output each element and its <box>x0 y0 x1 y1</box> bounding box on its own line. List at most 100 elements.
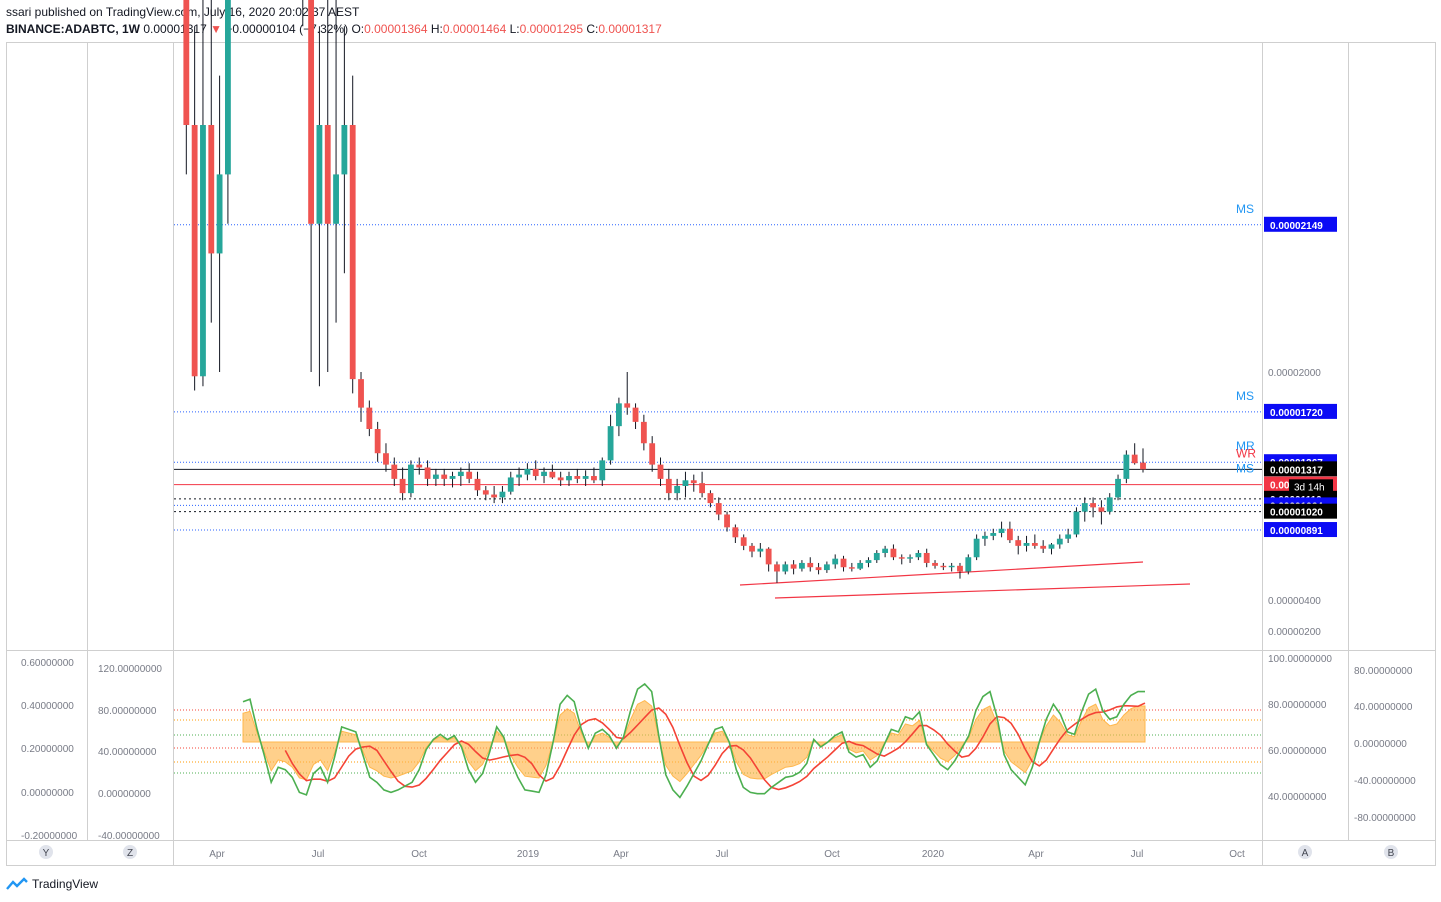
z-scale-button[interactable]: Z <box>123 845 137 859</box>
candle-body <box>948 565 955 568</box>
candle-body <box>383 453 389 465</box>
candle-body <box>615 403 622 427</box>
level-tag: MS <box>1236 202 1254 216</box>
candle-body <box>815 567 822 571</box>
candle-body <box>408 464 414 494</box>
candle-body <box>208 125 215 254</box>
candle-body <box>507 477 514 492</box>
candle-body <box>432 474 439 479</box>
price-axis: 0.000045000.000040000.000036000.00003200… <box>1268 368 1321 638</box>
candle-body <box>957 565 963 572</box>
candle-body <box>591 476 597 481</box>
candle-body <box>715 503 722 515</box>
svg-text:B: B <box>1388 848 1395 859</box>
candle-body <box>965 557 972 572</box>
candle-body <box>915 552 922 558</box>
svg-text:Y: Y <box>43 848 50 859</box>
candle-body <box>749 545 755 552</box>
candle-body <box>1073 511 1080 535</box>
candle-body <box>998 528 1005 534</box>
oscillator-axes: 0.60000000 0.40000000 0.20000000 0.00000000… <box>21 654 1416 842</box>
candle-body <box>807 562 814 568</box>
candle-body <box>1023 543 1030 546</box>
svg-text:Z: Z <box>127 848 133 859</box>
candle-body <box>308 0 315 224</box>
candle-body <box>732 527 739 538</box>
osc-right-outer-tick: -80.00000000 <box>1354 813 1416 824</box>
osc-left-inner-tick: -40.00000000 <box>98 831 160 842</box>
close-label: C: <box>586 22 599 36</box>
time-tick-label: Jul <box>1131 849 1144 860</box>
y-scale-button[interactable]: Y <box>39 845 53 859</box>
level-tag: WR <box>1236 446 1256 460</box>
low-label: L: <box>509 22 520 36</box>
osc-right-outer-tick: 0.00000000 <box>1354 739 1407 750</box>
candle-body <box>574 476 581 479</box>
candle-body <box>557 477 564 481</box>
level-label-bg <box>1264 503 1337 519</box>
level-label: 0.00001317 <box>1270 465 1323 476</box>
candle-body <box>690 480 697 484</box>
candle-body <box>1131 454 1138 464</box>
candle-body <box>482 490 489 495</box>
candle-body <box>982 535 988 539</box>
candle-body <box>848 567 855 569</box>
candle-body <box>549 471 556 478</box>
candle-body <box>707 493 714 504</box>
time-tick-label: Jul <box>312 849 325 860</box>
candle-body <box>316 125 323 224</box>
candle-body <box>441 474 448 479</box>
footer-brand-label: TradingView <box>32 877 99 891</box>
footer-branding[interactable]: TradingView <box>6 874 98 894</box>
b-scale-button[interactable]: B <box>1384 845 1398 859</box>
time-tick-label: 2019 <box>517 849 540 860</box>
candle-body <box>466 471 473 479</box>
channel-upper-line <box>739 561 1144 586</box>
candle-body <box>765 548 772 565</box>
candle-body <box>624 403 631 408</box>
horizontal-levels <box>174 224 1262 531</box>
time-tick-label: Oct <box>411 849 427 860</box>
osc-left-inner-tick: 40.00000000 <box>98 747 157 758</box>
time-tick-label: Apr <box>1028 849 1044 860</box>
oscillator-pane <box>174 682 1262 799</box>
candle-body <box>457 471 464 477</box>
candle-body <box>599 460 606 481</box>
time-axis: Apr Jul Oct 2019 Apr Jul Oct 2020 Apr Jul Oct <box>209 849 1245 860</box>
osc-left-inner-tick: 0.00000000 <box>98 789 151 800</box>
level-label: 0.00001720 <box>1270 408 1323 419</box>
a-scale-button[interactable]: A <box>1298 845 1312 859</box>
osc-right-inner-tick: 80.00000000 <box>1268 700 1327 711</box>
time-tick-label: Apr <box>209 849 225 860</box>
candle-body <box>1115 478 1121 498</box>
candle-body <box>391 464 398 479</box>
candle-body <box>640 421 647 444</box>
level-label-bg <box>1264 522 1337 538</box>
close-value: 0.00001317 <box>598 22 662 36</box>
candle-body <box>665 478 672 494</box>
symbol-label: BINANCE:ADABTC, 1W <box>6 22 140 36</box>
candle-body <box>499 491 506 498</box>
candle-body <box>1140 462 1146 470</box>
candle-body <box>374 429 381 454</box>
open-label: O: <box>351 22 365 36</box>
candle-body <box>341 125 348 175</box>
osc-right-outer-tick: 40.00000000 <box>1354 702 1413 713</box>
candle-body <box>225 0 231 175</box>
candle-body <box>474 478 481 491</box>
candle-body <box>541 471 547 477</box>
candle-body <box>582 476 589 479</box>
chart-frame <box>6 42 1436 866</box>
candle-body <box>799 562 805 569</box>
candles <box>183 0 1146 583</box>
osc-left-outer-tick: -0.20000000 <box>21 831 78 842</box>
candle-body <box>1081 503 1088 512</box>
candle-body <box>682 480 689 486</box>
osc-left-outer-tick: 0.20000000 <box>21 744 74 755</box>
candle-body <box>1048 544 1055 549</box>
candle-body <box>790 564 797 569</box>
candle-body <box>865 560 872 563</box>
candle-body <box>1065 534 1072 539</box>
level-label: 0.00000891 <box>1270 526 1323 537</box>
